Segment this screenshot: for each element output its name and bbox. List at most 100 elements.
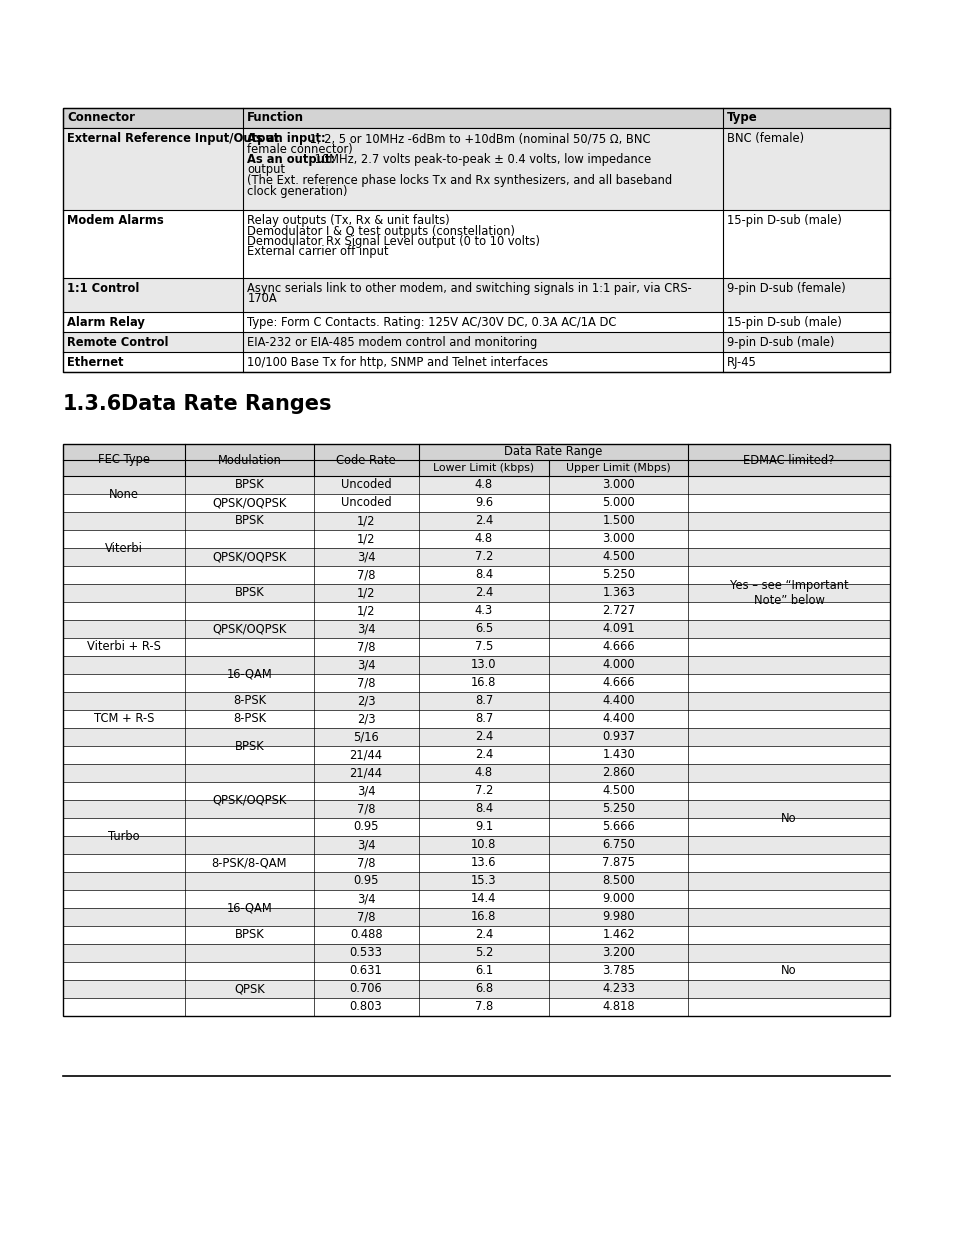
Text: 1/2: 1/2 bbox=[356, 532, 375, 546]
Bar bbox=[63, 836, 889, 853]
Text: 4.666: 4.666 bbox=[601, 677, 635, 689]
Text: 2.4: 2.4 bbox=[475, 748, 493, 762]
Text: 15-pin D-sub (male): 15-pin D-sub (male) bbox=[726, 214, 841, 227]
Text: 4.400: 4.400 bbox=[601, 713, 635, 725]
Bar bbox=[63, 727, 889, 746]
Text: 15-pin D-sub (male): 15-pin D-sub (male) bbox=[726, 316, 841, 329]
Bar bbox=[63, 584, 889, 601]
Text: 2.860: 2.860 bbox=[601, 767, 635, 779]
Text: 21/44: 21/44 bbox=[349, 767, 382, 779]
Text: 9.980: 9.980 bbox=[601, 910, 635, 924]
Bar bbox=[63, 494, 889, 513]
Text: 6.5: 6.5 bbox=[475, 622, 493, 636]
Bar bbox=[63, 278, 889, 312]
Text: 7.8: 7.8 bbox=[475, 1000, 493, 1014]
Text: 8.500: 8.500 bbox=[601, 874, 635, 888]
Text: 4.3: 4.3 bbox=[475, 604, 493, 618]
Text: 7/8: 7/8 bbox=[356, 910, 375, 924]
Bar bbox=[63, 312, 889, 332]
Bar bbox=[63, 674, 889, 692]
Bar bbox=[63, 981, 889, 998]
Text: BPSK: BPSK bbox=[234, 515, 264, 527]
Text: QPSK/OQPSK: QPSK/OQPSK bbox=[213, 622, 286, 636]
Text: As an input:: As an input: bbox=[247, 132, 326, 144]
Text: Code Rate: Code Rate bbox=[335, 453, 395, 467]
Bar bbox=[63, 962, 889, 981]
Text: FEC Type: FEC Type bbox=[98, 453, 150, 467]
Text: 16-QAM: 16-QAM bbox=[227, 902, 272, 914]
Bar bbox=[63, 926, 889, 944]
Text: Type: Form C Contacts. Rating: 125V AC/30V DC, 0.3A AC/1A DC: Type: Form C Contacts. Rating: 125V AC/3… bbox=[247, 316, 616, 329]
Bar bbox=[63, 890, 889, 908]
Text: 3.000: 3.000 bbox=[601, 532, 635, 546]
Text: Type: Type bbox=[726, 111, 757, 124]
Text: 4.000: 4.000 bbox=[601, 658, 635, 672]
Bar bbox=[63, 998, 889, 1016]
Text: 8-PSK: 8-PSK bbox=[233, 713, 266, 725]
Bar bbox=[63, 872, 889, 890]
Text: 4.8: 4.8 bbox=[475, 532, 493, 546]
Bar bbox=[63, 475, 889, 494]
Text: 6.750: 6.750 bbox=[601, 839, 635, 851]
Text: 5.2: 5.2 bbox=[475, 946, 493, 960]
Text: 8.7: 8.7 bbox=[475, 713, 493, 725]
Text: Data Rate Ranges: Data Rate Ranges bbox=[121, 394, 331, 414]
Text: 9-pin D-sub (female): 9-pin D-sub (female) bbox=[726, 282, 844, 295]
Text: 1.500: 1.500 bbox=[601, 515, 635, 527]
Text: 2.4: 2.4 bbox=[475, 730, 493, 743]
Text: 9.1: 9.1 bbox=[475, 820, 493, 834]
Text: Yes – see “Important
Note” below: Yes – see “Important Note” below bbox=[729, 579, 847, 606]
Text: QPSK: QPSK bbox=[233, 983, 265, 995]
Text: Demodulator Rx Signal Level output (0 to 10 volts): Demodulator Rx Signal Level output (0 to… bbox=[247, 235, 539, 248]
Text: RJ-45: RJ-45 bbox=[726, 356, 756, 369]
Bar bbox=[63, 352, 889, 372]
Text: 0.803: 0.803 bbox=[350, 1000, 382, 1014]
Text: 4.400: 4.400 bbox=[601, 694, 635, 708]
Text: Uncoded: Uncoded bbox=[340, 496, 391, 510]
Text: 13.6: 13.6 bbox=[471, 857, 497, 869]
Bar bbox=[63, 908, 889, 926]
Text: 8-PSK/8-QAM: 8-PSK/8-QAM bbox=[212, 857, 287, 869]
Text: External Reference Input/Output: External Reference Input/Output bbox=[67, 132, 279, 144]
Text: BPSK: BPSK bbox=[234, 740, 264, 752]
Bar bbox=[63, 601, 889, 620]
Text: EIA-232 or EIA-485 modem control and monitoring: EIA-232 or EIA-485 modem control and mon… bbox=[247, 336, 537, 350]
Text: Remote Control: Remote Control bbox=[67, 336, 169, 350]
Text: 1, 2, 5 or 10MHz -6dBm to +10dBm (nominal 50/75 Ω, BNC: 1, 2, 5 or 10MHz -6dBm to +10dBm (nomina… bbox=[306, 132, 650, 144]
Text: 8.4: 8.4 bbox=[475, 568, 493, 582]
Text: 2/3: 2/3 bbox=[356, 694, 375, 708]
Text: 0.937: 0.937 bbox=[601, 730, 635, 743]
Bar bbox=[63, 746, 889, 764]
Text: 14.4: 14.4 bbox=[471, 893, 497, 905]
Text: 4.818: 4.818 bbox=[601, 1000, 635, 1014]
Bar bbox=[63, 944, 889, 962]
Text: 4.500: 4.500 bbox=[601, 551, 635, 563]
Text: None: None bbox=[109, 488, 139, 500]
Text: 9.000: 9.000 bbox=[601, 893, 635, 905]
Text: 2.4: 2.4 bbox=[475, 587, 493, 599]
Text: 4.233: 4.233 bbox=[601, 983, 635, 995]
Text: BPSK: BPSK bbox=[234, 587, 264, 599]
Text: 7/8: 7/8 bbox=[356, 857, 375, 869]
Text: 1.363: 1.363 bbox=[601, 587, 635, 599]
Text: As an output:: As an output: bbox=[247, 153, 335, 165]
Text: 3/4: 3/4 bbox=[356, 839, 375, 851]
Text: 9-pin D-sub (male): 9-pin D-sub (male) bbox=[726, 336, 834, 350]
Text: 0.706: 0.706 bbox=[350, 983, 382, 995]
Text: 1/2: 1/2 bbox=[356, 604, 375, 618]
Text: Upper Limit (Mbps): Upper Limit (Mbps) bbox=[566, 463, 670, 473]
Text: No: No bbox=[781, 965, 796, 977]
Bar bbox=[63, 710, 889, 727]
Text: Demodulator I & Q test outputs (constellation): Demodulator I & Q test outputs (constell… bbox=[247, 225, 515, 237]
Bar bbox=[63, 620, 889, 638]
Text: 2/3: 2/3 bbox=[356, 713, 375, 725]
Text: 3/4: 3/4 bbox=[356, 551, 375, 563]
Bar bbox=[63, 656, 889, 674]
Bar bbox=[63, 513, 889, 530]
Text: 7/8: 7/8 bbox=[356, 568, 375, 582]
Text: clock generation): clock generation) bbox=[247, 184, 348, 198]
Text: 7/8: 7/8 bbox=[356, 677, 375, 689]
Text: QPSK/OQPSK: QPSK/OQPSK bbox=[213, 794, 286, 806]
Text: 4.500: 4.500 bbox=[601, 784, 635, 798]
Bar bbox=[63, 764, 889, 782]
